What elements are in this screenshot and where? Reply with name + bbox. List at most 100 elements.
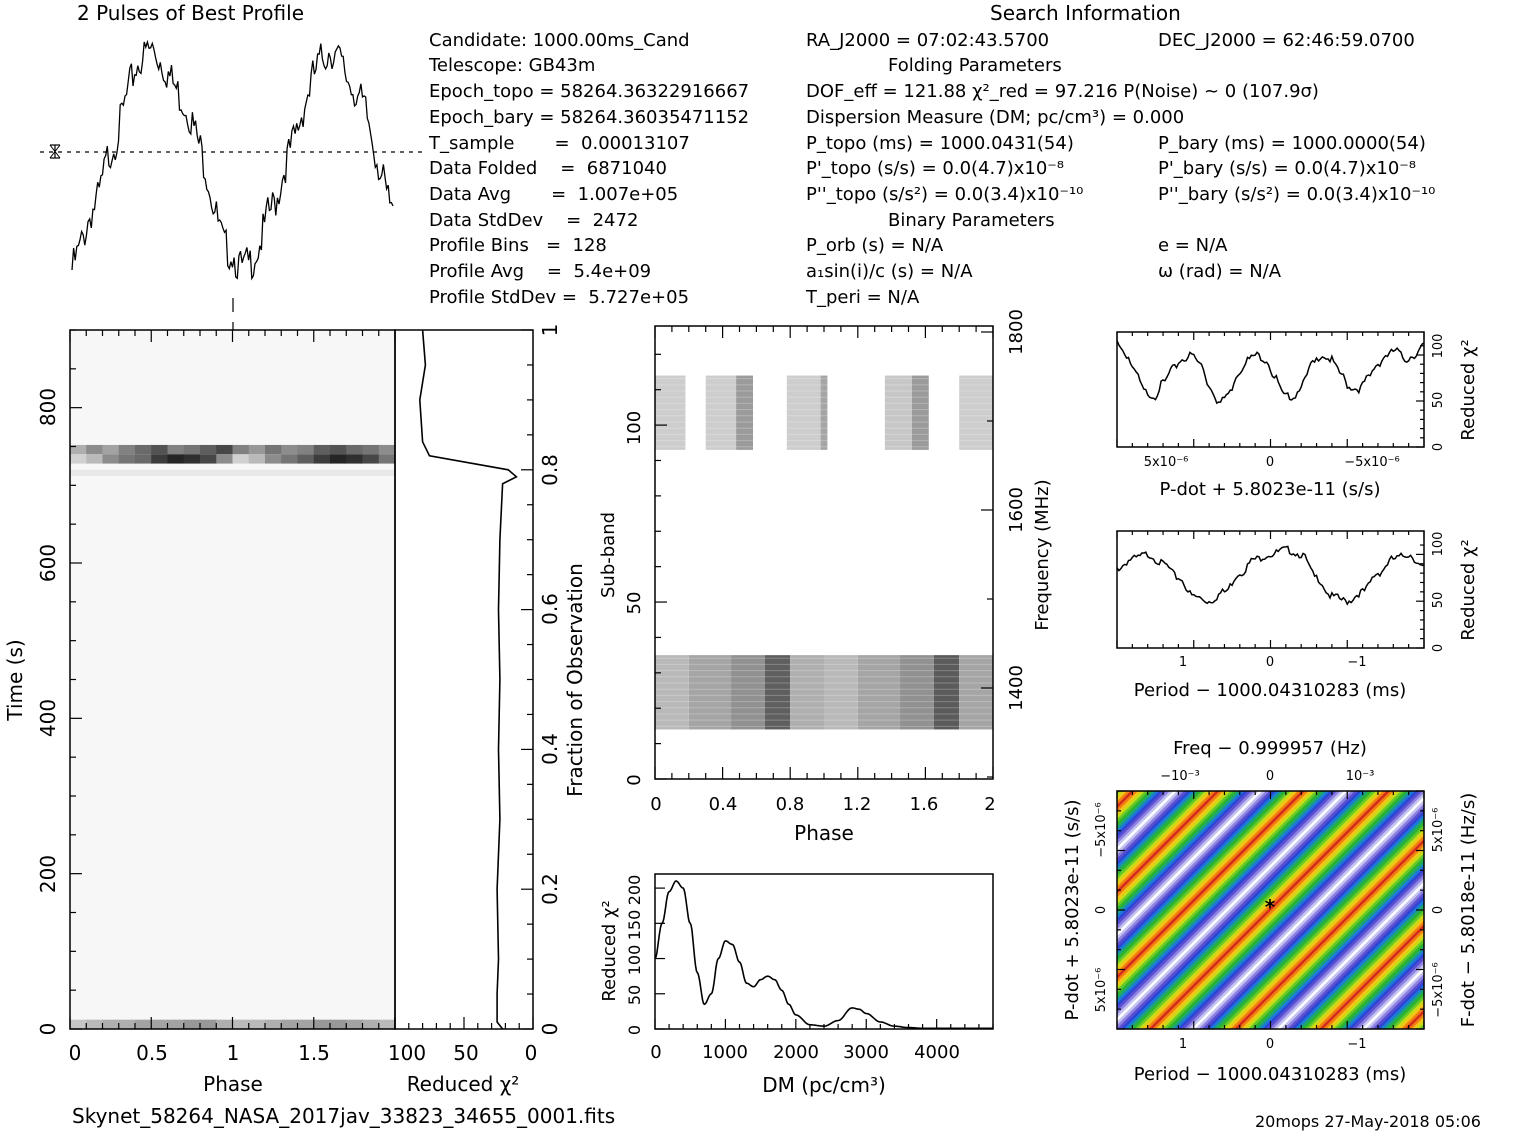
p-pdot-stripe [1347, 952, 1424, 1029]
tp-band-cell [297, 469, 315, 477]
tp-ytick-3: 600 [36, 544, 60, 582]
sb-y2tick-2: 1800 [1006, 309, 1027, 355]
pdot-panel: 5x10⁻⁶ 0 −5x10⁻⁶ P-dot + 5.8023e-11 (s/s… [1116, 331, 1479, 500]
ct-ytick-1: 0.2 [538, 873, 562, 905]
subband-cell [820, 375, 828, 450]
sb-ylabel: Sub-band [598, 512, 619, 598]
tp-ytick-1: 200 [36, 855, 60, 893]
tp-band-cell [102, 454, 120, 464]
tp-band-cell [216, 469, 233, 477]
p-pdot-stripe [1230, 835, 1424, 1029]
dm-xtick-4: 4000 [914, 1042, 960, 1063]
p-pdot-stripe [1130, 791, 1374, 1029]
tp-band-cell [102, 444, 120, 455]
subband-cell [884, 375, 912, 450]
tp-band-cell [346, 469, 363, 477]
tp-band-cell [118, 444, 136, 455]
p-pdot-stripe [1265, 870, 1424, 1029]
pr-ytick-0: 0 [1431, 644, 1446, 652]
p-pdot-stripe [1305, 910, 1424, 1029]
p-pdot-stripe [1287, 892, 1424, 1029]
pd-ytick-2: 100 [1431, 334, 1446, 359]
subband-cell [655, 655, 689, 730]
p-pdot-stripe [1376, 981, 1424, 1029]
p-pdot-stripe [1404, 1009, 1424, 1029]
subband-cell [911, 375, 929, 450]
dm-xlabel: DM (pc/cm³) [762, 1073, 886, 1097]
p-pdot-stripe [1354, 959, 1424, 1029]
tp-band-cell [167, 454, 185, 464]
tp-band-cell [313, 454, 331, 464]
pp-y2label: F-dot − 5.8018e-11 (Hz/s) [1458, 793, 1479, 1028]
tp-ylabel: Time (s) [3, 639, 27, 721]
p-pdot-stripe [1400, 1005, 1424, 1029]
tp-band-cell [200, 444, 217, 455]
tp-band-cell [248, 444, 266, 455]
p-pdot-stripe [1415, 1020, 1424, 1029]
tp-xtick-1: 0.5 [136, 1041, 168, 1065]
binary-header: Binary Parameters [888, 210, 1055, 231]
pp-xlabel: Period − 1000.04310283 (ms) [1134, 1064, 1406, 1085]
p-pdot-stripe [1177, 791, 1420, 1029]
ct-xtick-1: 50 [453, 1041, 478, 1065]
tp-band-cell [265, 454, 282, 464]
chi2-time-frame [394, 329, 534, 1030]
info-data-stddev: Data StdDev = 2472 [429, 210, 638, 231]
p-pdot-stripe [1301, 906, 1424, 1029]
p-pdot-stripe [1500, 720, 1517, 1029]
subband-cell [824, 655, 858, 730]
pd-ytick-0: 0 [1431, 443, 1446, 451]
profile-title: 2 Pulses of Best Profile [77, 1, 304, 25]
sb-xtick-0: 0 [650, 794, 661, 815]
sb-y2tick-1: 1600 [1006, 487, 1027, 533]
search-dm: Dispersion Measure (DM; pc/cm³) = 0.000 [806, 107, 1184, 128]
sb-ytick-1: 50 [624, 592, 645, 615]
p-pdot-stripe [1141, 791, 1384, 1029]
pr-xtick-0: 1 [1179, 655, 1187, 670]
p-pdot-stripe [1162, 791, 1406, 1029]
tp-band-cell [102, 1019, 120, 1029]
tp-band-cell [378, 469, 396, 477]
tp-band-cell [167, 1019, 185, 1029]
pp-ytick-1: 0 [1094, 906, 1109, 914]
tp-band-cell [86, 469, 103, 477]
tp-band-cell [281, 444, 298, 455]
tp-band-cell [86, 454, 103, 464]
tp-band-cell [378, 1019, 396, 1029]
info-telescope: Telescope: GB43m [428, 55, 595, 76]
pd-xtick-0: 5x10⁻⁶ [1144, 455, 1189, 470]
p-pdot-stripe [1337, 942, 1424, 1029]
info-candidate: Candidate: 1000.00ms_Cand [429, 30, 690, 51]
pp-title: Freq − 0.999957 (Hz) [1173, 738, 1367, 759]
p-pdot-stripe [1297, 902, 1424, 1029]
p-pdot-stripe [1159, 791, 1402, 1029]
subband-cell [959, 655, 993, 730]
search-pdd-topo: P''_topo (s/s²) = 0.0(3.4)x10⁻¹⁰ [806, 184, 1083, 205]
p-pdot-stripe [1269, 874, 1424, 1029]
p-pdot-stripe [1418, 1023, 1424, 1029]
p-pdot-stripe [1351, 956, 1424, 1029]
period-ticks [1116, 531, 1425, 649]
ct-xtick-2: 0 [525, 1041, 538, 1065]
p-pdot-stripe [1479, 720, 1517, 1029]
p-pdot-stripe [1315, 920, 1424, 1029]
tp-band-cell [346, 1019, 363, 1029]
p-pdot-stripe [1173, 791, 1416, 1029]
p-pdot-stripe [1294, 899, 1424, 1029]
chi2-time-panel: 100 50 0 Reduced χ² 0 0.2 0.4 0.6 0.8 1 … [388, 324, 587, 1096]
ct-ytick-5: 1 [538, 324, 562, 337]
pdot-frame [1116, 331, 1425, 448]
p-pdot-stripe [1333, 938, 1424, 1029]
p-pdot-stripe [1493, 720, 1517, 1029]
tp-band-cell [232, 444, 250, 455]
p-pdot-stripe [1191, 796, 1424, 1029]
footer-filename: Skynet_58264_NASA_2017jav_33823_34655_00… [72, 1104, 615, 1128]
p-pdot-stripe [1241, 846, 1424, 1029]
info-data-avg: Data Avg = 1.007e+05 [429, 184, 678, 205]
tp-band-cell [346, 454, 363, 464]
p-pdot-stripe [1340, 945, 1424, 1029]
dm-ytick-1: 50 [625, 985, 644, 1005]
dm-ylabel: Reduced χ² [599, 900, 620, 1001]
tp-xtick-2: 1 [227, 1041, 240, 1065]
tp-band-cell [330, 469, 347, 477]
